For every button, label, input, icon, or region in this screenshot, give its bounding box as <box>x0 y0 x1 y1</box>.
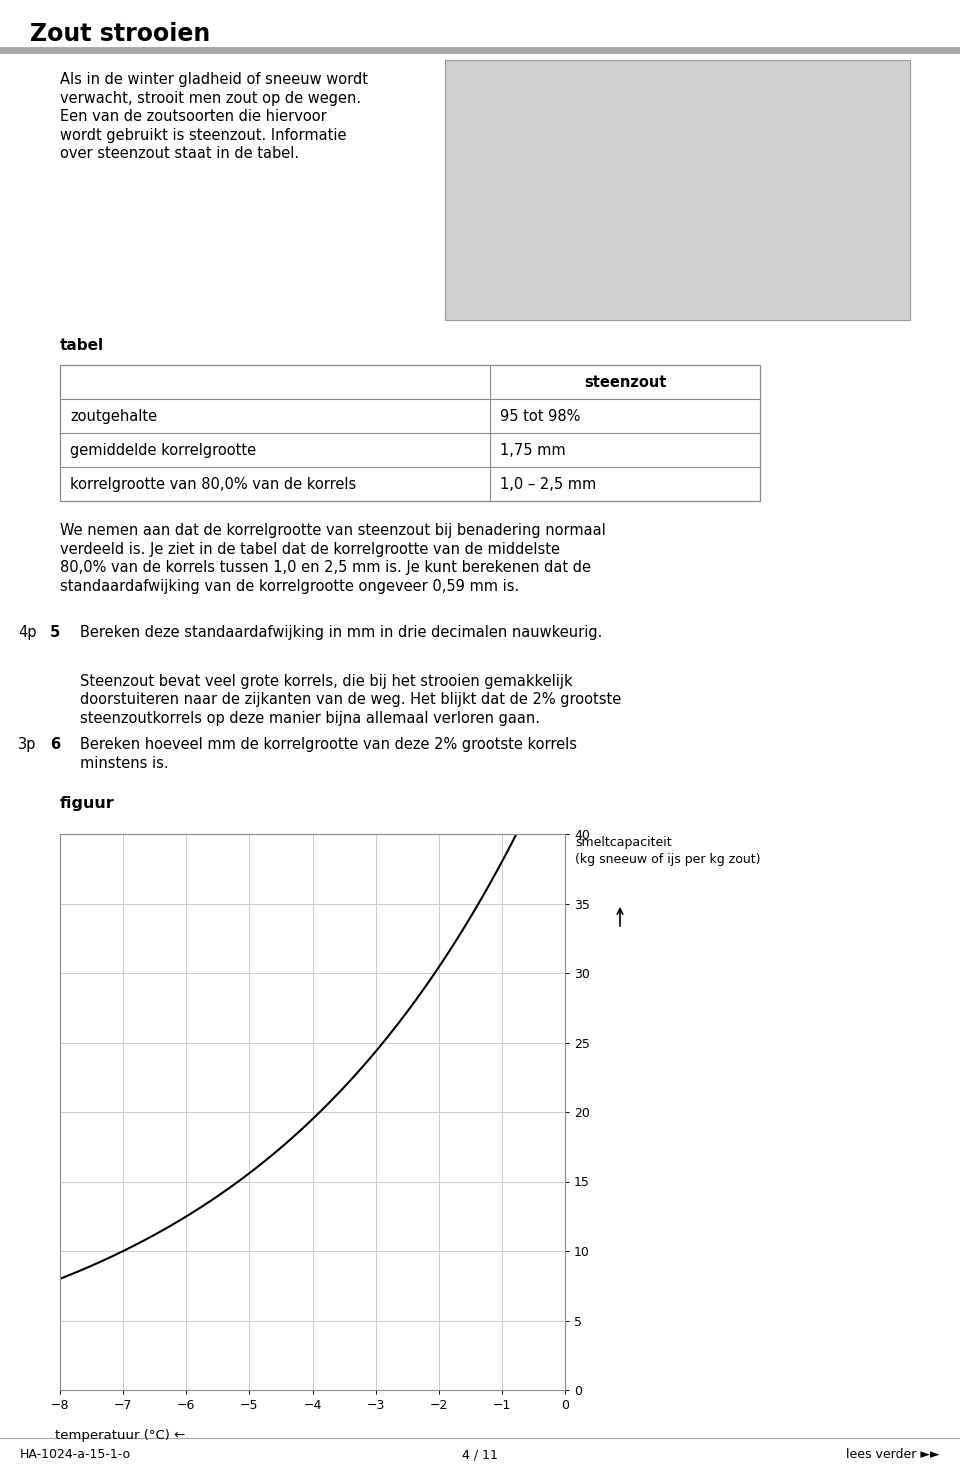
Text: figuur: figuur <box>60 796 115 811</box>
Text: 4 / 11: 4 / 11 <box>462 1449 498 1462</box>
Text: 80,0% van de korrels tussen 1,0 en 2,5 mm is. Je kunt berekenen dat de: 80,0% van de korrels tussen 1,0 en 2,5 m… <box>60 560 591 575</box>
Text: steenzoutkorrels op deze manier bijna allemaal verloren gaan.: steenzoutkorrels op deze manier bijna al… <box>80 710 540 725</box>
Text: tabel: tabel <box>60 338 104 353</box>
Text: Als in de winter gladheid of sneeuw wordt: Als in de winter gladheid of sneeuw word… <box>60 72 368 87</box>
Bar <box>445 60 910 321</box>
Text: Bereken hoeveel mm de korrelgrootte van deze 2% grootste korrels: Bereken hoeveel mm de korrelgrootte van … <box>80 737 577 752</box>
Text: 1,0 – 2,5 mm: 1,0 – 2,5 mm <box>500 477 596 491</box>
Text: Bereken deze standaardafwijking in mm in drie decimalen nauwkeurig.: Bereken deze standaardafwijking in mm in… <box>80 625 602 640</box>
Text: verwacht, strooit men zout op de wegen.: verwacht, strooit men zout op de wegen. <box>60 91 361 106</box>
Text: 3p: 3p <box>18 737 36 752</box>
X-axis label: temperatuur (°C) ←: temperatuur (°C) ← <box>55 1428 185 1442</box>
Text: wordt gebruikt is steenzout. Informatie: wordt gebruikt is steenzout. Informatie <box>60 128 347 143</box>
Text: doorstuiteren naar de zijkanten van de weg. Het blijkt dat de 2% grootste: doorstuiteren naar de zijkanten van de w… <box>80 691 621 708</box>
Text: 4p: 4p <box>18 625 36 640</box>
Text: HA-1024-a-15-1-o: HA-1024-a-15-1-o <box>20 1449 132 1462</box>
Text: smeltcapaciteit
(kg sneeuw of ijs per kg zout): smeltcapaciteit (kg sneeuw of ijs per kg… <box>575 836 760 866</box>
Text: over steenzout staat in de tabel.: over steenzout staat in de tabel. <box>60 146 300 160</box>
Text: lees verder ►►: lees verder ►► <box>847 1449 940 1462</box>
Text: minstens is.: minstens is. <box>80 756 169 771</box>
Text: gemiddelde korrelgrootte: gemiddelde korrelgrootte <box>70 443 256 457</box>
Bar <box>60 365 760 502</box>
Text: 1,75 mm: 1,75 mm <box>500 443 565 457</box>
Text: Zout strooien: Zout strooien <box>30 22 210 46</box>
Text: 95 tot 98%: 95 tot 98% <box>500 409 581 424</box>
Text: verdeeld is. Je ziet in de tabel dat de korrelgrootte van de middelste: verdeeld is. Je ziet in de tabel dat de … <box>60 541 560 556</box>
Text: Een van de zoutsoorten die hiervoor: Een van de zoutsoorten die hiervoor <box>60 109 326 124</box>
Text: steenzout: steenzout <box>584 375 666 390</box>
Text: 5: 5 <box>50 625 60 640</box>
Text: Steenzout bevat veel grote korrels, die bij het strooien gemakkelijk: Steenzout bevat veel grote korrels, die … <box>80 674 572 688</box>
Text: We nemen aan dat de korrelgrootte van steenzout bij benadering normaal: We nemen aan dat de korrelgrootte van st… <box>60 524 606 538</box>
Text: korrelgrootte van 80,0% van de korrels: korrelgrootte van 80,0% van de korrels <box>70 477 356 491</box>
Text: zoutgehalte: zoutgehalte <box>70 409 157 424</box>
Text: standaardafwijking van de korrelgrootte ongeveer 0,59 mm is.: standaardafwijking van de korrelgrootte … <box>60 578 519 593</box>
Text: 6: 6 <box>50 737 60 752</box>
